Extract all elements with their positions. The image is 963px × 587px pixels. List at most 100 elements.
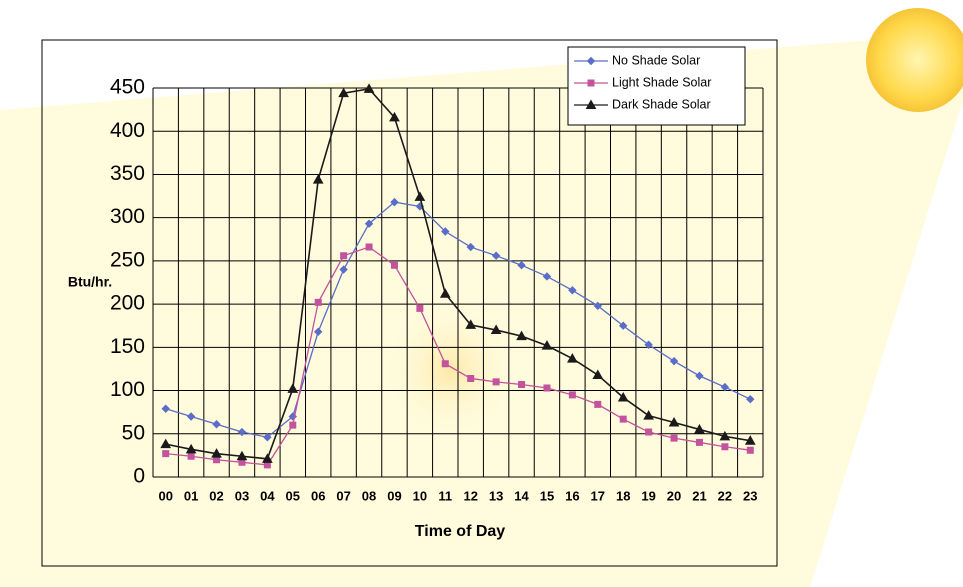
x-tick-label: 23 [743,488,757,503]
point [289,421,297,429]
point [312,174,324,184]
point [617,391,629,402]
point [491,251,501,260]
point [187,452,195,460]
point [644,340,653,349]
point [441,360,449,368]
x-tick-label: 10 [413,488,427,503]
x-tick-label: 05 [286,488,300,503]
x-tick-label: 00 [158,488,172,503]
x-tick-label: 06 [311,488,325,503]
x-tick-label: 19 [641,488,655,503]
y-tick-label: 150 [110,335,145,358]
point [721,443,729,451]
point [467,374,475,382]
point [746,446,754,454]
y-tick-label: 350 [110,162,145,185]
point [390,197,399,207]
point [568,391,576,399]
point [619,321,628,330]
point [414,191,426,201]
x-tick-label: 16 [565,488,579,503]
point [340,252,348,260]
x-tick-label: 07 [336,488,350,503]
point [212,420,221,429]
x-tick-label: 03 [235,488,249,503]
point [236,450,248,461]
point [262,453,273,463]
x-tick-label: 18 [616,488,630,503]
point [645,428,653,436]
legend-marker [585,99,597,109]
point [160,438,172,449]
point [541,340,553,350]
point [416,304,424,312]
x-tick-label: 21 [692,488,706,503]
point [314,327,323,336]
point [490,324,502,335]
y-tick-label: 50 [122,421,145,444]
point [338,87,349,98]
point [668,417,680,427]
point [643,410,654,420]
point [670,434,678,442]
point [492,378,500,386]
point [161,404,170,413]
point [744,435,756,445]
point [619,415,627,423]
point [517,261,526,270]
point [186,412,196,421]
point [695,371,704,381]
point [185,443,197,454]
x-tick-label: 08 [362,488,376,503]
point [719,430,731,441]
legend-label: Dark Shade Solar [612,97,711,111]
point [364,219,374,228]
point [339,265,348,274]
series-line [165,201,751,438]
legend-marker [586,56,596,66]
x-tick-label: 22 [718,488,732,503]
point [542,272,552,281]
point [592,369,604,379]
point [466,242,475,252]
x-tick-label: 13 [489,488,503,503]
y-tick-label: 300 [110,205,145,228]
x-tick-label: 20 [667,488,681,503]
y-tick-label: 250 [110,248,145,271]
point [441,227,450,236]
x-tick-label: 15 [540,488,554,503]
legend-box [567,46,746,126]
point [518,381,526,389]
point [237,427,247,437]
x-tick-label: 12 [463,488,477,503]
point [211,448,222,458]
point [465,319,477,329]
point [162,450,170,458]
y-tick-label: 200 [110,292,145,315]
x-tick-label: 09 [387,488,401,503]
point [594,400,602,408]
point [365,243,373,251]
point [695,438,703,446]
point [314,298,322,306]
chart-frame [41,39,778,567]
y-tick-label: 0 [133,465,145,488]
point [567,353,578,363]
legend-marker [587,79,595,87]
series-line [165,246,751,466]
x-tick-label: 11 [438,488,452,503]
legend-label: No Shade Solar [612,53,700,67]
x-tick-label: 14 [514,488,529,503]
x-tick-label: 02 [209,488,223,503]
point [390,261,398,269]
y-tick-label: 450 [110,76,145,99]
point [389,111,400,122]
point [439,288,451,298]
point [593,301,602,311]
point [263,433,272,442]
point [720,382,730,392]
y-tick-label: 100 [110,378,145,401]
